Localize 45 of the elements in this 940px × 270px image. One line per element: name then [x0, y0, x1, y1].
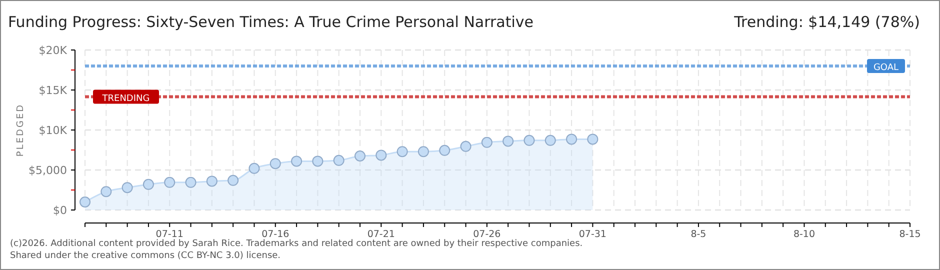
point — [333, 154, 344, 166]
ref-line-label: GOAL — [873, 63, 899, 73]
point — [185, 176, 196, 188]
y-tick-label: $20K — [38, 44, 68, 57]
x-tick-label: 07-21 — [367, 229, 395, 240]
x-tick-label: 07-31 — [578, 229, 606, 240]
point — [566, 134, 578, 145]
point — [100, 186, 112, 198]
point — [164, 176, 176, 188]
y-tick-label: $10K — [38, 124, 68, 137]
point — [206, 176, 218, 187]
point — [270, 158, 281, 170]
point — [142, 178, 154, 190]
point — [418, 146, 429, 158]
y-tick-label: $5,000 — [28, 164, 67, 177]
x-tick-label: 07-26 — [473, 229, 501, 240]
y-tick-label: $0 — [53, 204, 67, 217]
point — [376, 150, 387, 161]
text: Shared under the creative commons (CC BY-NC 3.0) license. — [10, 251, 281, 261]
point — [481, 136, 492, 148]
point — [354, 150, 366, 162]
chart-subtitle: Trending: $14,149 (78%) — [733, 13, 920, 31]
point — [439, 144, 450, 156]
y-tick-label: $15K — [38, 84, 68, 97]
point — [544, 134, 556, 146]
y-axis-title: PLEDGED — [16, 103, 26, 157]
point — [228, 174, 239, 186]
point — [396, 146, 408, 158]
x-tick-label: 8-10 — [793, 229, 816, 240]
text: (c)2026. Additional content provided by Sarah Rice. Trademarks and related content are owned by their respective companies. — [10, 239, 583, 249]
point — [291, 156, 302, 167]
point — [248, 162, 260, 174]
chart-title: Funding Progress: Sixty-Seven Times: A True Crime Personal Narrative — [8, 13, 534, 31]
x-tick-label: 07-11 — [156, 229, 184, 240]
point — [80, 196, 90, 208]
ref-line-label: TRENDING — [101, 94, 150, 104]
point — [460, 140, 472, 152]
point — [502, 136, 514, 147]
x-tick-label: 8-5 — [690, 229, 706, 240]
point — [122, 182, 133, 194]
x-tick-label: 8-15 — [899, 229, 921, 240]
point — [587, 134, 598, 145]
point — [524, 134, 535, 146]
x-tick-label: 07-16 — [262, 229, 290, 240]
point — [312, 156, 324, 167]
